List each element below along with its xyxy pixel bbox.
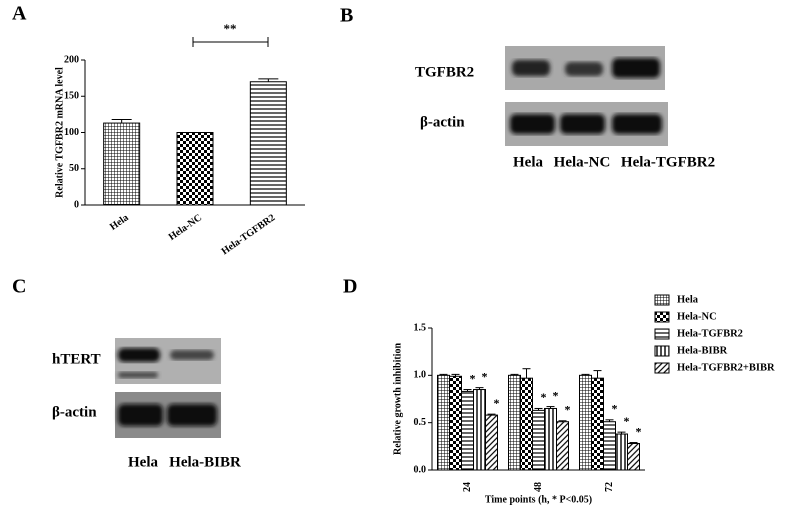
significance-mark: * — [565, 403, 571, 417]
significance-mark: * — [636, 424, 642, 438]
bar — [449, 375, 462, 471]
lane-label: Hela — [513, 154, 543, 170]
panel-label: A — [12, 3, 27, 25]
legend-swatch — [654, 328, 670, 340]
band — [118, 372, 158, 378]
band — [118, 404, 163, 426]
bar — [627, 442, 640, 471]
blot-c: hTERT β-actin Hela Hela-BIBR — [52, 338, 241, 470]
bar — [556, 421, 569, 471]
annotation: ** — [224, 21, 237, 36]
lane-label: Hela — [128, 454, 158, 470]
significance-mark: * — [470, 371, 476, 385]
legend-label: Hela — [677, 294, 699, 305]
legend-swatch — [654, 294, 670, 306]
bar — [485, 414, 498, 471]
band — [118, 348, 160, 362]
bar — [176, 132, 214, 206]
panel-label: D — [343, 276, 357, 298]
y-axis-label: Relative TGFBR2 mRNA level — [54, 67, 65, 198]
band — [170, 350, 214, 360]
row-label: β-actin — [420, 114, 465, 130]
y-tick-label: 0.0 — [414, 464, 427, 475]
row-label: TGFBR2 — [415, 64, 474, 80]
lane-label: Hela-BIBR — [169, 454, 241, 470]
significance-bracket — [192, 37, 269, 47]
row-label: β-actin — [52, 404, 97, 420]
panel-label: C — [12, 276, 26, 298]
significance-mark: * — [541, 390, 547, 404]
significance-mark: * — [624, 414, 630, 428]
panel-label: B — [340, 5, 353, 27]
legend-label: Hela-TGFBR2 — [677, 328, 743, 339]
bar — [603, 421, 616, 471]
significance-mark: * — [482, 369, 488, 383]
bar — [532, 409, 545, 471]
y-tick-label: 50 — [69, 163, 79, 174]
band — [510, 114, 555, 134]
band — [560, 114, 605, 134]
bar — [461, 390, 474, 471]
x-axis-label: Time points (h, * P<0.05) — [485, 494, 592, 505]
bar — [579, 374, 592, 471]
y-tick-label: 200 — [64, 54, 79, 65]
significance-mark: * — [494, 396, 500, 410]
x-tick-label: Hela-NC — [167, 212, 204, 243]
band — [565, 62, 603, 76]
band — [612, 58, 660, 78]
x-tick-label: 24 — [462, 482, 473, 492]
x-tick-label: 72 — [604, 482, 615, 492]
y-tick-label: 100 — [64, 127, 79, 138]
bar — [508, 374, 521, 471]
y-tick-label: 1.0 — [414, 370, 427, 381]
bar — [103, 122, 141, 206]
legend-label: Hela-BIBR — [677, 345, 728, 356]
y-axis-label: Relative growth inhibition — [392, 343, 403, 455]
bar — [544, 407, 557, 471]
lane-label: Hela-TGFBR2 — [621, 154, 715, 170]
legend-label: Hela-TGFBR2+BIBR — [677, 362, 775, 373]
x-tick-label: Hela-TGFBR2 — [220, 212, 278, 257]
significance-mark: * — [553, 388, 559, 402]
significance-mark: * — [612, 402, 618, 416]
y-tick-label: 0.5 — [414, 417, 427, 428]
x-tick-label: Hela — [108, 212, 131, 232]
y-tick-label: 1.5 — [414, 322, 427, 333]
x-tick-label: 48 — [533, 482, 544, 492]
bar — [249, 81, 287, 206]
bar — [591, 377, 604, 471]
legend-label: Hela-NC — [677, 311, 717, 322]
y-tick-label: 0 — [74, 199, 79, 210]
legend-swatch — [654, 362, 670, 374]
band — [167, 404, 217, 426]
y-tick-label: 150 — [64, 91, 79, 102]
bar — [473, 389, 486, 471]
bar — [520, 377, 533, 471]
band — [512, 60, 550, 76]
legend-swatch — [654, 345, 670, 357]
row-label: hTERT — [52, 351, 101, 367]
bar — [615, 433, 628, 471]
legend-swatch — [654, 311, 670, 323]
blot-b: TGFBR2 β-actin Hela Hela-NC Hela-TGFBR2 — [415, 46, 715, 170]
bar — [437, 374, 450, 471]
band — [612, 114, 662, 134]
lane-label: Hela-NC — [554, 154, 611, 170]
